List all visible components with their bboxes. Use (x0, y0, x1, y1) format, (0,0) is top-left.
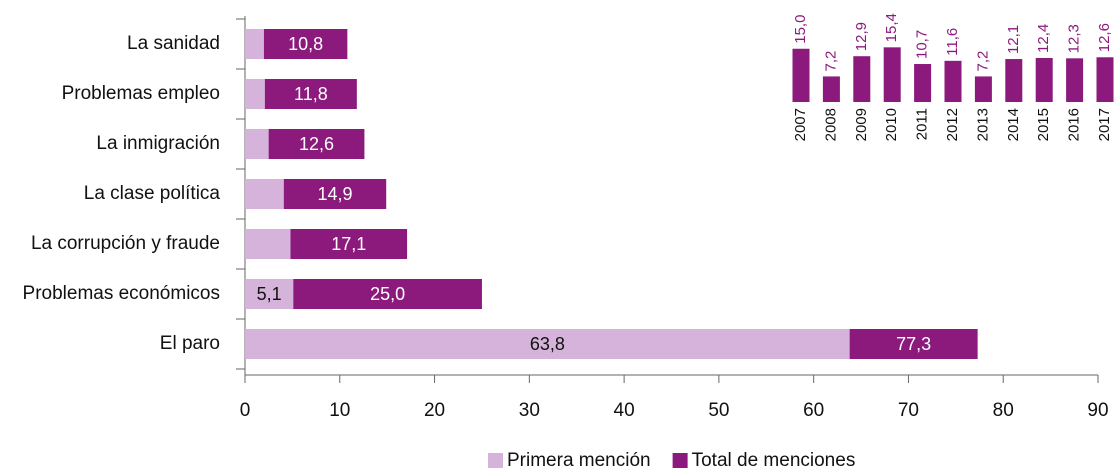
category-label: La corrupción y fraude (31, 233, 220, 254)
inset-bar (1066, 58, 1084, 102)
value-label: 63,8 (530, 334, 565, 354)
inset-year-label: 2012 (944, 108, 961, 141)
x-tick-label: 60 (803, 400, 824, 421)
value-label: 11,8 (294, 84, 328, 104)
inset-bar (1005, 59, 1023, 102)
inset-bar (822, 76, 840, 102)
x-tick-label: 70 (898, 400, 919, 421)
legend-label: Primera mención (507, 450, 651, 471)
value-label: 25,0 (370, 284, 405, 304)
category-label: Problemas empleo (62, 83, 220, 104)
inset-year-label: 2009 (853, 108, 870, 141)
inset-bar (944, 60, 962, 102)
legend-label: Total de menciones (692, 450, 856, 471)
inset-value-label: 7,2 (974, 51, 991, 72)
bar-primera (245, 179, 284, 209)
value-label: 77,3 (896, 334, 931, 354)
bar-primera (245, 229, 291, 259)
inset-year-label: 2014 (1005, 108, 1022, 141)
inset-bar (792, 48, 810, 102)
inset-value-label: 12,1 (1005, 25, 1022, 54)
bar-primera (245, 29, 264, 59)
inset-year-label: 2010 (883, 108, 900, 141)
value-label: 5,1 (257, 284, 282, 304)
inset-bar (974, 76, 992, 102)
inset-bar (853, 56, 871, 102)
bar-primera (245, 279, 294, 309)
inset-year-label: 2017 (1096, 108, 1113, 141)
bar-primera (245, 329, 850, 359)
value-label: 12,6 (299, 134, 334, 154)
inset-bar (1096, 57, 1114, 102)
inset-bar (1035, 57, 1053, 102)
bar-primera (245, 79, 265, 109)
inset-value-label: 7,2 (822, 51, 839, 72)
inset-value-label: 11,6 (944, 28, 961, 56)
x-tick-label: 30 (519, 400, 540, 421)
legend-swatch (488, 453, 503, 468)
x-tick-label: 40 (614, 400, 635, 421)
value-label: 14,9 (318, 184, 353, 204)
inset-year-label: 2007 (792, 108, 809, 141)
inset-value-label: 12,3 (1066, 24, 1083, 53)
legend-swatch (672, 453, 688, 468)
x-tick-label: 0 (240, 400, 251, 421)
inset-value-label: 12,9 (853, 22, 870, 51)
inset-year-label: 2013 (974, 108, 991, 141)
category-label: El paro (160, 333, 220, 354)
x-tick-label: 10 (329, 400, 350, 421)
inset-value-label: 10,7 (914, 30, 931, 59)
x-tick-label: 80 (993, 400, 1014, 421)
inset-bar (914, 64, 932, 102)
bar-primera (245, 129, 269, 159)
x-tick-label: 20 (424, 400, 445, 421)
inset-value-label: 12,4 (1035, 24, 1052, 53)
inset-value-label: 15,0 (792, 15, 809, 44)
category-label: La clase política (84, 183, 221, 204)
inset-bar (883, 47, 901, 102)
inset-value-label: 15,4 (883, 13, 900, 42)
inset-year-label: 2016 (1066, 108, 1083, 141)
category-label: Problemas económicos (23, 283, 220, 304)
x-tick-label: 90 (1087, 400, 1108, 421)
value-label: 17,1 (331, 234, 366, 254)
inset-year-label: 2011 (914, 108, 931, 140)
category-label: La sanidad (127, 33, 220, 54)
value-label: 10,8 (288, 34, 323, 54)
inset-year-label: 2015 (1035, 108, 1052, 141)
inset-year-label: 2008 (822, 108, 839, 141)
inset-value-label: 12,6 (1096, 23, 1113, 52)
category-label: La inmigración (96, 133, 220, 154)
x-tick-label: 50 (708, 400, 729, 421)
